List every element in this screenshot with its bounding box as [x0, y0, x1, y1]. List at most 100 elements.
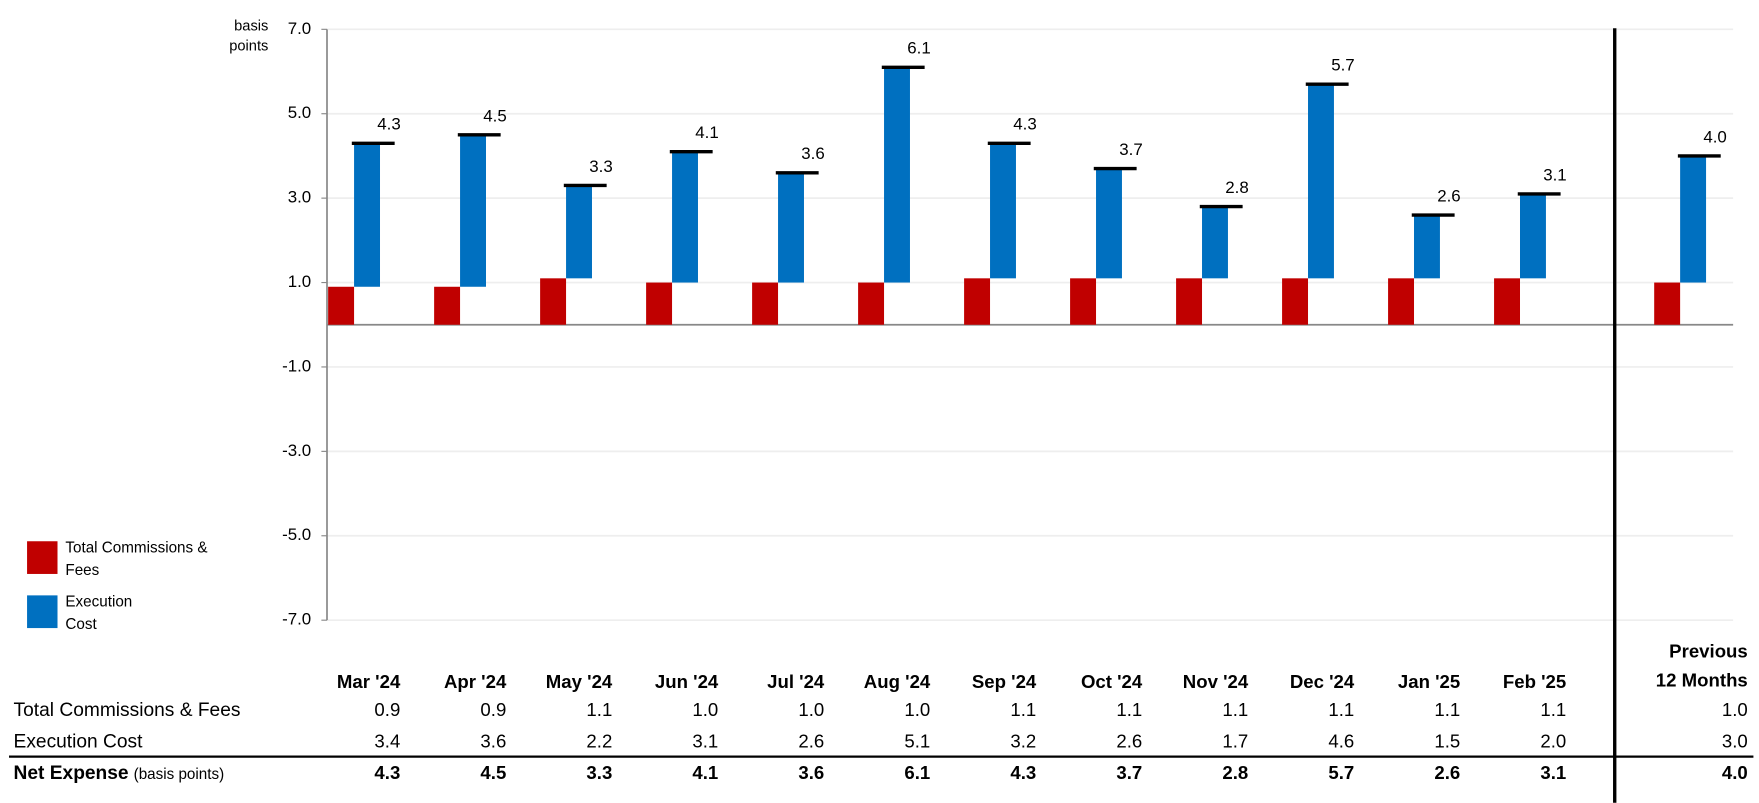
y-tick-label: 7.0	[288, 19, 312, 38]
legend-swatch	[27, 595, 58, 629]
column-header: Sep '24	[971, 672, 1037, 693]
row-label: Total Commissions & Fees	[13, 699, 241, 721]
execution-bar	[884, 67, 910, 283]
execution-bar	[566, 185, 592, 279]
table-total: 4.3	[1010, 763, 1037, 784]
column-header: Apr '24	[443, 672, 507, 693]
table-cell: 1.7	[1222, 731, 1249, 753]
execution-bar	[672, 151, 698, 283]
y-tick-label: 5.0	[288, 103, 312, 122]
row-label: Execution Cost	[13, 730, 143, 753]
execution-bar	[990, 143, 1016, 279]
net-label: 4.3	[377, 115, 401, 134]
commission-bar	[1494, 278, 1521, 325]
table-cell: 1.0	[904, 700, 931, 721]
commission-bar	[964, 278, 991, 325]
commission-bar	[858, 282, 885, 325]
table-cell: 1.0	[798, 700, 825, 721]
execution-bar	[1680, 155, 1707, 283]
table-cell: 5.1	[904, 731, 931, 753]
net-label: 3.7	[1119, 140, 1143, 159]
table-cell: 0.9	[374, 700, 401, 721]
table-total: 4.0	[1721, 763, 1748, 784]
table-total: 3.7	[1116, 763, 1143, 784]
y-axis-label: basis points	[229, 16, 269, 55]
table-total: 3.3	[586, 763, 613, 784]
commission-bar	[434, 286, 461, 325]
table-total: 3.1	[1540, 763, 1567, 784]
column-header: Previous 12 Months	[1655, 641, 1748, 692]
table-cell: 3.2	[1010, 731, 1037, 753]
table-cell: 0.9	[480, 700, 507, 721]
table-total: 5.7	[1328, 763, 1355, 784]
y-tick-label: -3.0	[282, 441, 311, 460]
y-tick-label: 1.0	[288, 272, 312, 291]
table-cell: 2.6	[798, 731, 825, 753]
net-label: 6.1	[907, 39, 931, 58]
legend-label: Execution Cost	[65, 593, 133, 633]
table-cell: 1.1	[1116, 700, 1143, 721]
legend-swatch	[27, 541, 58, 574]
table-cell: 3.1	[692, 731, 719, 753]
net-label: 4.3	[1013, 115, 1037, 134]
execution-bar	[1414, 215, 1440, 279]
net-label: 4.5	[483, 106, 507, 125]
table-cell: 1.1	[586, 700, 613, 721]
net-label: 4.1	[695, 123, 719, 142]
net-expense-unit: (basis points)	[133, 765, 225, 783]
table-total: 4.3	[374, 763, 401, 784]
execution-bar	[1520, 193, 1546, 279]
y-tick-label: 3.0	[288, 188, 312, 207]
execution-bar	[1308, 84, 1334, 279]
commission-bar	[328, 286, 355, 325]
net-label: 5.7	[1331, 56, 1355, 75]
commission-bar	[1070, 278, 1097, 325]
table-total: 6.1	[904, 763, 931, 784]
table-cell: 1.1	[1328, 700, 1355, 721]
net-label: 3.6	[801, 144, 825, 163]
net-label: 3.3	[589, 157, 613, 176]
table-cell: 3.6	[480, 731, 507, 753]
table-cell: 3.0	[1721, 731, 1748, 753]
table-total: 2.8	[1222, 763, 1249, 784]
net-label: 2.6	[1437, 186, 1461, 205]
column-header: Feb '25	[1502, 672, 1567, 693]
table-total: 4.1	[692, 763, 719, 784]
net-label: 2.8	[1225, 178, 1249, 197]
table-cell: 1.1	[1222, 700, 1249, 721]
net-label: 3.1	[1543, 165, 1567, 184]
table-total: 3.6	[798, 763, 825, 784]
table-total: 2.6	[1434, 763, 1461, 784]
commission-bar	[752, 282, 779, 325]
commission-bar	[1176, 278, 1203, 325]
column-header: Nov '24	[1182, 672, 1249, 693]
commission-bar	[1282, 278, 1309, 325]
y-tick-label: -7.0	[282, 610, 311, 629]
column-header: Jul '24	[767, 672, 825, 693]
table-cell: 2.2	[586, 731, 613, 753]
table-cell: 1.0	[1721, 700, 1748, 721]
execution-bar	[1096, 168, 1122, 279]
column-header: Oct '24	[1080, 672, 1143, 693]
column-header: Aug '24	[863, 672, 931, 693]
column-header: Mar '24	[336, 672, 401, 693]
table-cell: 4.6	[1328, 731, 1355, 753]
table-cell: 2.6	[1116, 731, 1143, 753]
row-label: Net Expense (basis points)	[14, 761, 225, 787]
net-label: 4.0	[1703, 127, 1727, 146]
table-cell: 1.1	[1010, 700, 1037, 721]
table-total: 4.5	[480, 763, 507, 784]
table-cell: 2.0	[1540, 731, 1567, 753]
legend-label: Total Commissions & Fees	[65, 538, 208, 579]
execution-bar	[354, 143, 381, 287]
execution-bar	[460, 134, 486, 287]
execution-bar	[1202, 206, 1228, 279]
column-header: Jan '25	[1397, 672, 1461, 693]
commission-bar	[1388, 278, 1415, 325]
table-cell: 3.4	[374, 731, 401, 753]
y-tick-label: -1.0	[282, 356, 311, 375]
y-tick-label: -5.0	[282, 525, 311, 544]
commission-bar	[540, 278, 567, 325]
commission-bar	[1654, 282, 1681, 325]
